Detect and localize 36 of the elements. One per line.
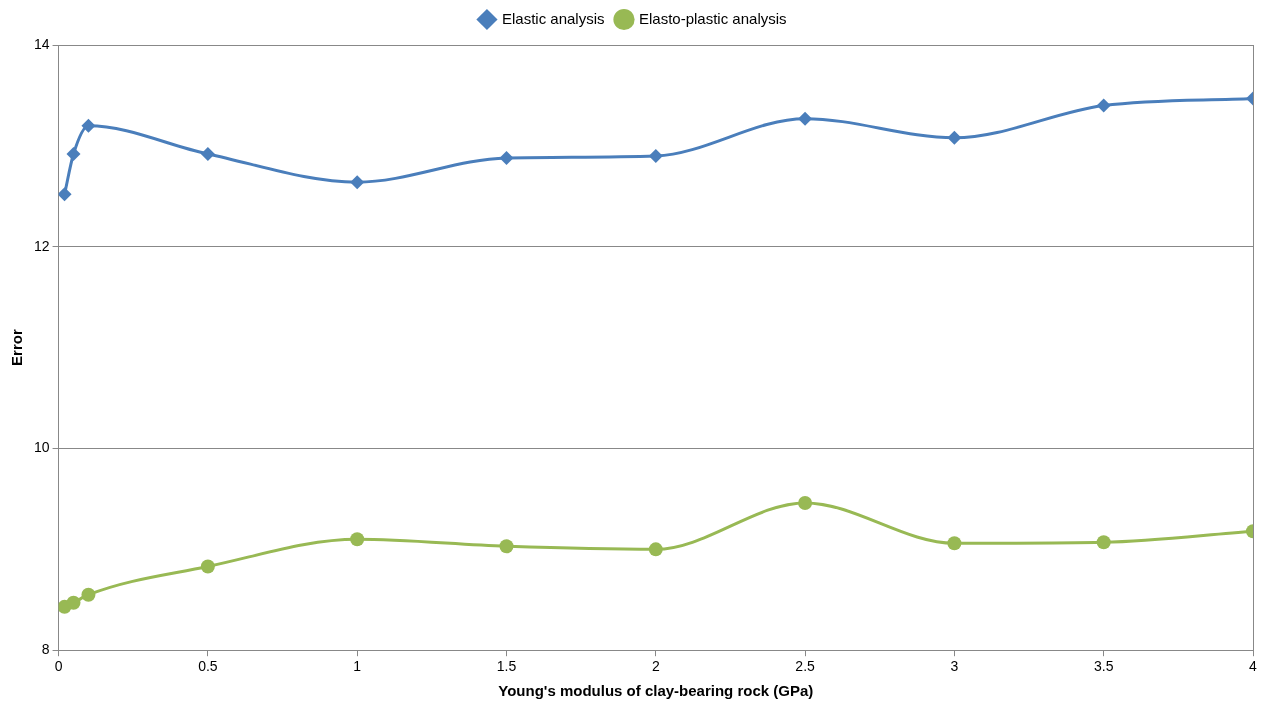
point (200, 559, 215, 574)
point (648, 148, 663, 163)
y-tick-label: 10 (33, 439, 50, 456)
x-tick-label: 4 (1249, 658, 1258, 675)
point (499, 539, 514, 554)
point (947, 536, 962, 551)
point (58, 187, 72, 202)
x-tick-label: 0 (54, 658, 63, 675)
point (200, 146, 215, 161)
point (66, 146, 81, 161)
x-tick-label: 1.5 (496, 658, 517, 675)
point (350, 532, 365, 547)
point (81, 118, 96, 133)
legend-label: Elastic analysis (501, 9, 605, 27)
y-axis-title: Error (8, 329, 26, 366)
x-tick-label: 2.5 (795, 658, 816, 675)
y-tick-label: 12 (33, 237, 50, 254)
x-tick-label: 3.5 (1093, 658, 1114, 675)
point (1096, 535, 1111, 550)
legend-label: Elasto-plastic analysis (638, 9, 787, 27)
point (1096, 98, 1111, 113)
x-tick-label: 3 (950, 658, 959, 675)
x-tick-label: 1 (353, 658, 362, 675)
point (798, 111, 813, 126)
x-axis-title: Young's modulus of clay-bearing rock (GPa) (498, 682, 814, 700)
x-tick-label: 2 (651, 658, 660, 675)
point (798, 495, 813, 510)
point (499, 150, 514, 165)
point (350, 175, 365, 190)
y-tick-label: 14 (33, 35, 50, 52)
point (66, 595, 81, 610)
point (648, 542, 663, 557)
x-tick-label: 0.5 (198, 658, 218, 675)
point (947, 130, 962, 145)
y-tick-label: 8 (41, 641, 50, 658)
point (81, 587, 96, 602)
